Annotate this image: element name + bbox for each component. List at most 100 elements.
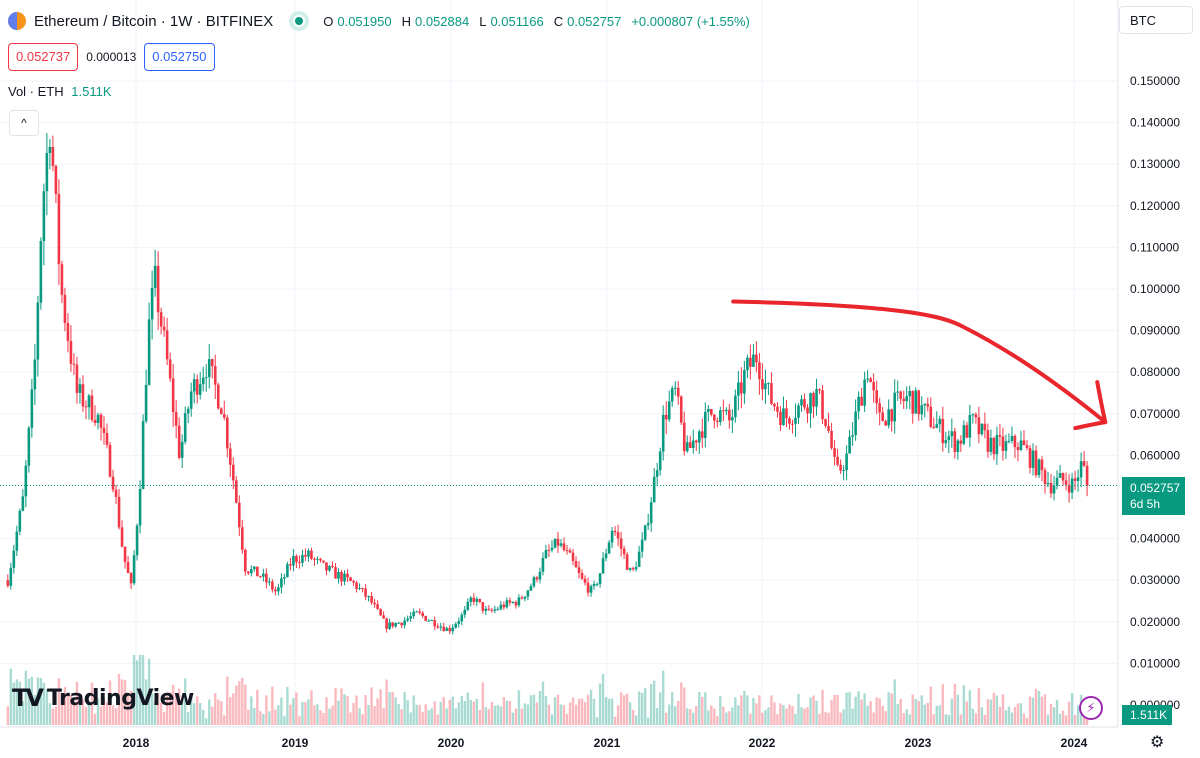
candle-body: [962, 425, 966, 444]
candle-body: [926, 403, 930, 407]
candle-body: [992, 437, 996, 455]
volume-bar: [126, 694, 130, 725]
volume-bar: [770, 695, 773, 725]
candle-body: [631, 568, 635, 570]
candle-body: [851, 435, 854, 437]
candle-body: [430, 620, 434, 622]
volume-bar: [643, 687, 647, 725]
candle-body: [676, 387, 680, 397]
candle-body: [298, 562, 301, 564]
volume-bar: [174, 692, 178, 725]
symbol-header: Ethereum / Bitcoin · 1W · BITFINEX O 0.05…: [8, 8, 756, 34]
volume-bar: [722, 706, 725, 725]
volume-bar: [827, 712, 830, 725]
volume-bar: [622, 695, 626, 725]
buy-price-button[interactable]: 0.052750: [144, 43, 215, 71]
volume-bar: [701, 696, 704, 725]
chevron-up-icon[interactable]: ^: [9, 110, 39, 136]
candle-body: [746, 357, 749, 371]
candle-body: [466, 601, 470, 610]
volume-bar: [307, 699, 310, 725]
candle-body: [316, 558, 319, 560]
candle-body: [827, 425, 830, 431]
volume-bar: [159, 702, 163, 725]
volume-bar: [980, 707, 984, 725]
volume-bar: [199, 703, 202, 725]
candle-body: [150, 287, 154, 320]
volume-bar: [1064, 715, 1068, 725]
volume-bar: [950, 698, 954, 725]
volume-bar: [1022, 713, 1026, 725]
candle-body: [343, 573, 346, 582]
volume-bar: [598, 683, 602, 725]
candle-body: [887, 409, 890, 426]
candle-body: [1016, 447, 1020, 450]
candle-body: [944, 440, 948, 444]
volume-bar: [322, 712, 325, 725]
volume-bar: [144, 679, 148, 725]
volume-bar: [764, 710, 767, 725]
volume-bar: [649, 684, 653, 725]
candle-body: [436, 626, 440, 628]
lightning-icon[interactable]: ⚡: [1079, 696, 1103, 720]
volume-bar: [637, 691, 641, 725]
volume-bar: [220, 701, 223, 725]
volume-bar: [890, 693, 893, 725]
volume-bar: [1010, 712, 1014, 725]
volume-bar: [196, 696, 199, 725]
candle-body: [313, 558, 316, 560]
candle-body: [147, 319, 151, 385]
volume-bar: [698, 692, 701, 725]
volume-bar: [478, 709, 482, 725]
volume-bar: [1025, 717, 1029, 725]
x-tick-label: 2019: [282, 736, 309, 750]
candle-body: [1046, 482, 1050, 485]
candle-body: [334, 567, 337, 579]
candle-body: [562, 543, 566, 551]
candle-body: [884, 421, 887, 426]
currency-selector[interactable]: BTC: [1119, 6, 1193, 34]
volume-bar: [183, 678, 187, 725]
volume-bar: [671, 692, 674, 725]
volume-bar: [607, 698, 611, 725]
volume-bar: [469, 699, 472, 725]
volume-bar: [875, 697, 878, 725]
volume-legend[interactable]: Vol · ETH 1.511K: [8, 84, 112, 99]
volume-bar: [725, 712, 728, 725]
volume-bar: [1061, 710, 1065, 725]
volume-bar: [229, 697, 232, 725]
volume-bar: [418, 704, 421, 725]
sell-price-button[interactable]: 0.052737: [8, 43, 79, 71]
candle-body: [54, 166, 58, 195]
volume-bar: [941, 684, 945, 725]
candle-body: [538, 571, 542, 580]
volume-bar: [343, 694, 346, 725]
volume-bar: [186, 712, 190, 725]
symbol-title[interactable]: Ethereum / Bitcoin · 1W · BITFINEX: [34, 12, 274, 30]
volume-bar: [977, 688, 981, 725]
market-status-icon[interactable]: [289, 11, 310, 31]
tradingview-logo[interactable]: TV TradingView: [12, 684, 194, 712]
candle-body: [637, 551, 641, 567]
candle-body: [162, 326, 166, 331]
candle-body: [87, 395, 91, 408]
candle-body: [731, 417, 734, 421]
candle-body: [1052, 485, 1056, 494]
candle-body: [905, 396, 909, 402]
volume-bar: [69, 694, 73, 725]
volume-bar: [788, 704, 791, 725]
candle-body: [556, 538, 560, 546]
candle-body: [325, 562, 328, 571]
volume-bar: [45, 689, 49, 725]
volume-bar: [692, 712, 695, 725]
candle-body: [998, 435, 1002, 437]
gear-icon[interactable]: ⚙: [1150, 734, 1165, 751]
candle-body: [628, 568, 632, 570]
candle-body: [532, 577, 536, 587]
candle-body: [448, 628, 452, 632]
volume-bar: [1052, 707, 1056, 725]
candle-body: [409, 616, 412, 619]
ohlc-open-value: 0.051950: [337, 13, 392, 29]
